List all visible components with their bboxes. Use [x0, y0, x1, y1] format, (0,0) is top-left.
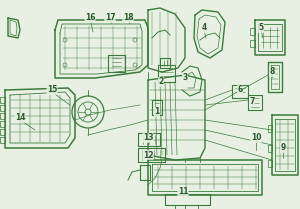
Text: 7: 7 [249, 98, 255, 107]
Text: 1: 1 [154, 107, 160, 116]
Text: 8: 8 [269, 68, 275, 76]
Text: 14: 14 [15, 113, 25, 122]
Text: 3: 3 [182, 74, 188, 83]
Text: 13: 13 [143, 134, 153, 143]
Text: 2: 2 [158, 78, 164, 87]
Text: 9: 9 [280, 144, 286, 153]
Text: 5: 5 [258, 23, 264, 33]
Text: 18: 18 [123, 14, 133, 23]
Text: 15: 15 [47, 85, 57, 94]
Text: 12: 12 [143, 150, 153, 159]
Text: 6: 6 [237, 85, 243, 94]
Text: 16: 16 [85, 14, 95, 23]
Text: 4: 4 [201, 23, 207, 33]
Text: 17: 17 [105, 14, 115, 23]
Text: 11: 11 [178, 187, 188, 196]
Text: 10: 10 [251, 134, 261, 143]
